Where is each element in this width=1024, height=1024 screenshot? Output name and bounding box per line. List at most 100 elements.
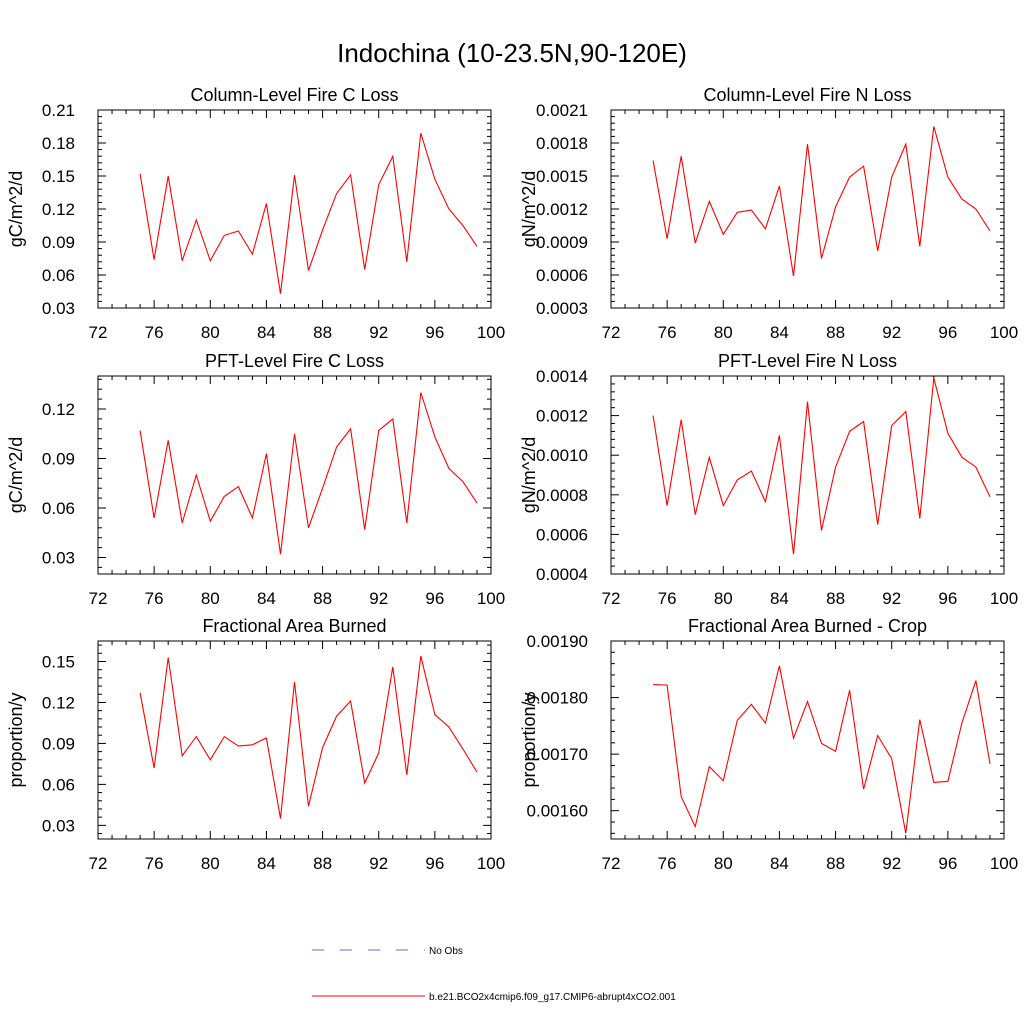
x-tick-label: 96 bbox=[425, 323, 444, 342]
y-tick-label: 0.0012 bbox=[536, 200, 588, 219]
x-tick-label: 84 bbox=[770, 589, 789, 608]
panels: Column-Level Fire C Loss gC/m^2/d 72 76 80 84… bbox=[6, 85, 1018, 873]
x-tick-label: 100 bbox=[990, 854, 1018, 873]
panel-title: Column-Level Fire C Loss bbox=[190, 85, 398, 105]
x-tick-label: 96 bbox=[938, 854, 957, 873]
legend: No Obs b.e21.BCO2x4cmip6.f09_g17.CMIP6-a… bbox=[312, 946, 676, 1003]
panel-title: Fractional Area Burned - Crop bbox=[688, 616, 927, 636]
series-line bbox=[139, 392, 478, 555]
plot-frame bbox=[97, 640, 492, 840]
x-tick-label: 92 bbox=[369, 323, 388, 342]
x-tick-label: 72 bbox=[89, 854, 108, 873]
x-tick-label: 92 bbox=[369, 854, 388, 873]
y-tick-label: 0.06 bbox=[42, 775, 75, 794]
x-tick-label: 72 bbox=[602, 323, 621, 342]
chart-panel-5: Fractional Area Burned proportion/y 72 76 80… bbox=[6, 616, 505, 873]
y-tick-label: 0.0012 bbox=[536, 407, 588, 426]
x-tick-label: 88 bbox=[826, 854, 845, 873]
x-tick-label: 80 bbox=[714, 854, 733, 873]
x-tick-label: 80 bbox=[201, 589, 220, 608]
x-tick-label: 76 bbox=[145, 854, 164, 873]
chart-panel-6: Fractional Area Burned - Crop proportion/… bbox=[519, 616, 1018, 873]
x-tick-label: 88 bbox=[826, 589, 845, 608]
x-tick-label: 100 bbox=[990, 323, 1018, 342]
panel-title: Column-Level Fire N Loss bbox=[703, 85, 911, 105]
panel-title: PFT-Level Fire N Loss bbox=[718, 351, 897, 371]
x-tick-label: 76 bbox=[145, 589, 164, 608]
series-line bbox=[139, 132, 478, 294]
x-tick-label: 96 bbox=[425, 589, 444, 608]
x-tick-label: 100 bbox=[477, 589, 505, 608]
x-tick-label: 84 bbox=[257, 854, 276, 873]
series-line bbox=[653, 665, 991, 834]
y-axis-label: gC/m^2/d bbox=[6, 437, 26, 513]
panel-title: PFT-Level Fire C Loss bbox=[205, 351, 384, 371]
x-tick-label: 92 bbox=[882, 854, 901, 873]
series-line bbox=[652, 377, 991, 555]
y-tick-label: 0.0009 bbox=[536, 233, 588, 252]
y-tick-label: 0.00170 bbox=[527, 745, 588, 764]
plot-frame bbox=[610, 640, 1005, 840]
x-tick-label: 72 bbox=[602, 589, 621, 608]
y-tick-label: 0.00180 bbox=[527, 689, 588, 708]
y-axis-label: gN/m^2/d bbox=[519, 437, 539, 513]
y-axis-label: gC/m^2/d bbox=[6, 171, 26, 247]
y-tick-label: 0.18 bbox=[42, 134, 75, 153]
y-axis-label: proportion/y bbox=[6, 692, 26, 787]
x-tick-label: 80 bbox=[714, 589, 733, 608]
x-tick-label: 92 bbox=[882, 589, 901, 608]
x-tick-label: 80 bbox=[201, 323, 220, 342]
x-tick-label: 96 bbox=[938, 589, 957, 608]
y-tick-label: 0.0015 bbox=[536, 167, 588, 186]
x-tick-label: 84 bbox=[770, 854, 789, 873]
x-tick-label: 88 bbox=[313, 323, 332, 342]
y-tick-label: 0.06 bbox=[42, 266, 75, 285]
x-tick-label: 92 bbox=[882, 323, 901, 342]
x-tick-label: 100 bbox=[477, 323, 505, 342]
x-tick-label: 72 bbox=[602, 854, 621, 873]
y-tick-label: 0.15 bbox=[42, 167, 75, 186]
x-tick-label: 84 bbox=[770, 323, 789, 342]
plot-frame bbox=[97, 109, 492, 309]
legend-label-model: b.e21.BCO2x4cmip6.f09_g17.CMIP6-abrupt4x… bbox=[429, 992, 676, 1003]
series-line bbox=[139, 655, 478, 819]
x-tick-label: 84 bbox=[257, 323, 276, 342]
y-tick-label: 0.0018 bbox=[536, 134, 588, 153]
y-tick-label: 0.12 bbox=[42, 400, 75, 419]
y-tick-label: 0.0008 bbox=[536, 486, 588, 505]
x-tick-label: 88 bbox=[313, 854, 332, 873]
y-tick-label: 0.0014 bbox=[536, 367, 588, 386]
x-tick-label: 76 bbox=[658, 323, 677, 342]
y-tick-label: 0.15 bbox=[42, 652, 75, 671]
y-tick-label: 0.09 bbox=[42, 734, 75, 753]
x-tick-label: 96 bbox=[938, 323, 957, 342]
y-tick-label: 0.09 bbox=[42, 450, 75, 469]
x-tick-label: 100 bbox=[477, 854, 505, 873]
x-tick-label: 88 bbox=[313, 589, 332, 608]
legend-label-no-obs: No Obs bbox=[429, 946, 463, 957]
x-tick-label: 72 bbox=[89, 589, 108, 608]
y-tick-label: 0.03 bbox=[42, 816, 75, 835]
y-tick-label: 0.03 bbox=[42, 549, 75, 568]
chart-panel-1: Column-Level Fire C Loss gC/m^2/d 72 76 80 84… bbox=[6, 85, 505, 342]
y-axis-label: gN/m^2/d bbox=[519, 171, 539, 247]
x-tick-label: 80 bbox=[714, 323, 733, 342]
y-tick-label: 0.0006 bbox=[536, 266, 588, 285]
x-tick-label: 88 bbox=[826, 323, 845, 342]
y-tick-label: 0.12 bbox=[42, 693, 75, 712]
series-line bbox=[652, 126, 991, 277]
y-tick-label: 0.06 bbox=[42, 499, 75, 518]
y-tick-label: 0.0004 bbox=[536, 565, 588, 584]
y-tick-label: 0.0010 bbox=[536, 446, 588, 465]
y-tick-label: 0.0021 bbox=[536, 101, 588, 120]
y-tick-label: 0.03 bbox=[42, 299, 75, 318]
x-tick-label: 76 bbox=[145, 323, 164, 342]
x-tick-label: 76 bbox=[658, 854, 677, 873]
x-tick-label: 96 bbox=[425, 854, 444, 873]
y-tick-label: 0.0003 bbox=[536, 299, 588, 318]
x-tick-label: 92 bbox=[369, 589, 388, 608]
y-tick-label: 0.21 bbox=[42, 101, 75, 120]
y-tick-label: 0.12 bbox=[42, 200, 75, 219]
chart-panel-3: PFT-Level Fire C Loss gC/m^2/d 72 76 80 84 88 9… bbox=[6, 351, 505, 608]
